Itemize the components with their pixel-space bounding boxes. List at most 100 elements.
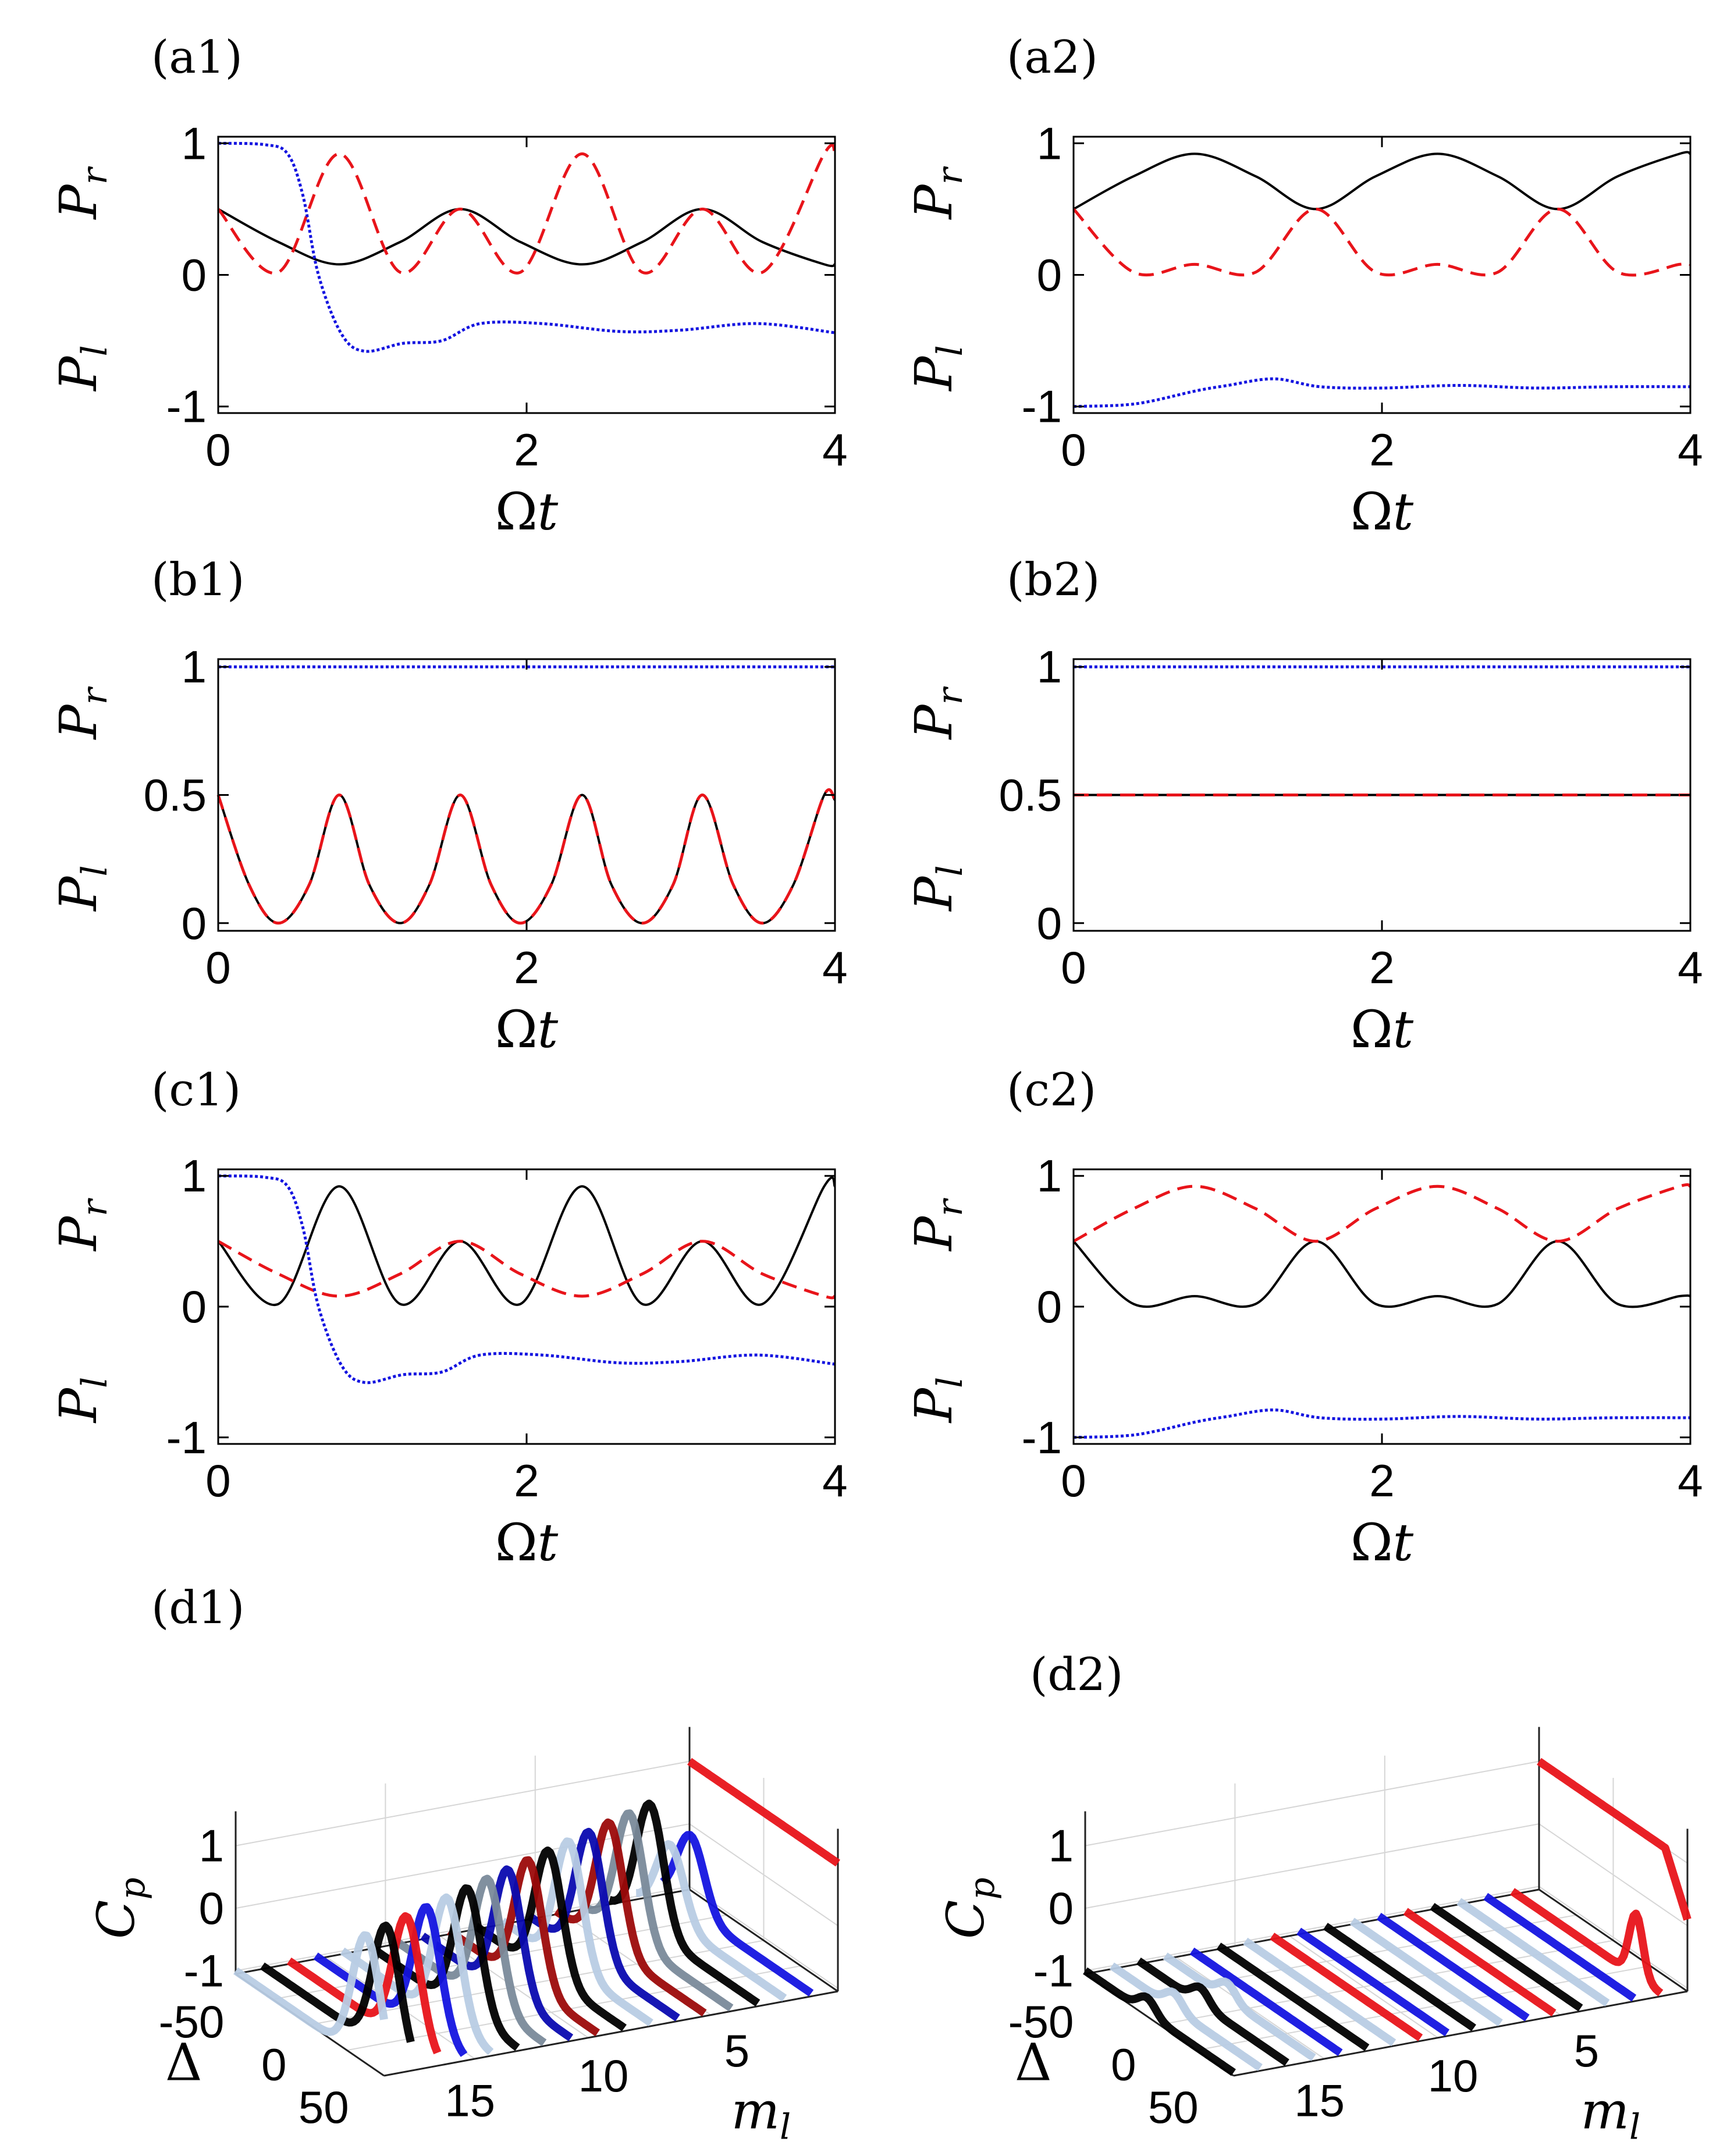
xtick-label: 2 — [1369, 1455, 1394, 1506]
xtick-label: 2 — [514, 1455, 539, 1506]
ztick-label: 1 — [199, 1820, 224, 1872]
grid-line — [1175, 1956, 1325, 2059]
ylabel-top-c2: Pr — [904, 1198, 971, 1252]
xtick-label: 4 — [822, 1455, 847, 1506]
xtick-label: 0 — [205, 1455, 230, 1506]
ytick-label: 0 — [182, 250, 207, 301]
delta-label-d1: Δ — [165, 2033, 202, 2093]
delta-tick-label: 50 — [299, 2082, 349, 2133]
ylabel-top-a2: Pr — [904, 166, 971, 220]
ytick-label: 0.5 — [144, 770, 207, 821]
ribbon-ml-1 — [1537, 1757, 1692, 1921]
ytick-label: -1 — [1022, 1412, 1062, 1463]
grid-line — [235, 1760, 690, 1847]
ribbon-ml-1 — [687, 1757, 840, 1867]
delta-tick-label: -50 — [1008, 1996, 1074, 2047]
ztick-label: -1 — [184, 1945, 224, 1997]
ribbon-ml-18 — [233, 1931, 388, 2036]
ribbons-d2 — [1083, 1757, 1692, 2076]
ribbon-ml-17 — [260, 1922, 415, 2043]
ribbon-ml-12 — [1243, 1937, 1396, 2047]
ribbon-ml-8 — [1349, 1917, 1503, 2027]
zlabel-d1: Cp — [86, 1877, 153, 1939]
xlabel-c2: Ωt — [1351, 1513, 1414, 1572]
xtick-label: 0 — [205, 424, 230, 475]
ytick-label: 1 — [182, 118, 207, 169]
ylabel-bottom-b1: Pl — [48, 865, 115, 912]
grid-line — [1085, 1760, 1540, 1847]
ylabel-top-a1: Pr — [48, 166, 115, 220]
ytick-label: 1 — [182, 641, 207, 692]
series-dotted-a1 — [218, 141, 836, 353]
xtick-label: 2 — [1369, 424, 1394, 475]
xlabel-a1: Ωt — [495, 482, 559, 542]
xtick-label: 4 — [1678, 942, 1703, 993]
ylabel-top-b1: Pr — [48, 686, 115, 740]
ytick-label: 1 — [1037, 1150, 1062, 1201]
ml-label-d2: ml — [1581, 2081, 1641, 2148]
ribbon-ml-2 — [660, 1831, 814, 1997]
ribbon-ml-14 — [1189, 1947, 1343, 2057]
ylabel-bottom-a1: Pl — [48, 345, 115, 392]
ml-tick-label: 5 — [724, 2025, 749, 2076]
ribbon-ml-15 — [313, 1903, 468, 2057]
ylabel-bottom-a2: Pl — [904, 345, 971, 392]
axes-box-c1 — [217, 1168, 836, 1445]
ribbon-ml-15 — [1163, 1952, 1316, 2061]
ribbon-ml-4 — [1456, 1898, 1610, 2007]
ytick-label: -1 — [166, 381, 207, 432]
panel-b2: (b2) 0 2 4 1 0.5 0 Ωt Pr Pl — [904, 554, 1703, 1059]
ytick-label: 0 — [1037, 250, 1062, 301]
series-solid-a1 — [218, 208, 836, 268]
ytick-label: 0 — [1037, 1281, 1062, 1332]
grid-d2 — [1084, 1727, 1689, 2077]
ribbon-ml-14 — [340, 1893, 494, 2055]
ml-tick-label: 15 — [1294, 2075, 1345, 2126]
xtick-label: 2 — [514, 942, 539, 993]
panel-title-d1: (d1) — [151, 1582, 244, 1634]
ribbon-ml-7 — [527, 1827, 680, 2022]
ylabel-top-c1: Pr — [48, 1198, 115, 1252]
delta-label-d2: Δ — [1015, 2033, 1052, 2093]
grid-line — [1233, 1990, 1688, 2077]
ribbon-ml-5 — [1430, 1903, 1583, 2012]
panel-title-b2: (b2) — [1007, 554, 1100, 606]
series-solid-c2 — [1072, 1240, 1691, 1308]
ytick-label: 0.5 — [999, 770, 1062, 821]
series-dotted-c1 — [218, 1174, 836, 1385]
xtick-label: 4 — [1678, 1455, 1703, 1506]
panel-title-b1: (b1) — [151, 554, 244, 606]
xtick-label: 0 — [1061, 1455, 1086, 1506]
xlabel-b1: Ωt — [495, 999, 559, 1059]
delta-tick-label: 0 — [261, 2039, 286, 2090]
ytick-label: 1 — [182, 1150, 207, 1201]
xlabel-c1: Ωt — [495, 1513, 559, 1572]
series-dotted-a2 — [1073, 377, 1691, 408]
ribbon-ml-16 — [1136, 1957, 1289, 2066]
series-dashed-c2 — [1072, 1183, 1692, 1243]
ribbon-ml-11 — [1270, 1933, 1423, 2041]
ztick-label: 1 — [1049, 1820, 1074, 1872]
xtick-label: 0 — [1061, 424, 1086, 475]
ytick-label: 0 — [182, 1281, 207, 1332]
panel-title-c1: (c1) — [151, 1064, 241, 1116]
ribbon-ml-3 — [1483, 1892, 1637, 2002]
zlabel-d2: Cp — [936, 1877, 1003, 1939]
ylabel-bottom-b2: Pl — [904, 865, 971, 912]
ytick-label: 0 — [182, 898, 207, 949]
xtick-label: 2 — [1369, 942, 1394, 993]
panel-title-d2: (d2) — [1030, 1649, 1123, 1701]
ytick-label: 1 — [1037, 641, 1062, 692]
panel-title-a2: (a2) — [1007, 31, 1098, 84]
ribbon-ml-18 — [1083, 1967, 1236, 2076]
ribbon-ml-6 — [1403, 1908, 1557, 2017]
grid-line — [1538, 1888, 1688, 1993]
ribbon-ml-4 — [607, 1799, 761, 2007]
ribbon-ml-2 — [1510, 1888, 1664, 1997]
ribbon-ml-7 — [1376, 1912, 1530, 2022]
